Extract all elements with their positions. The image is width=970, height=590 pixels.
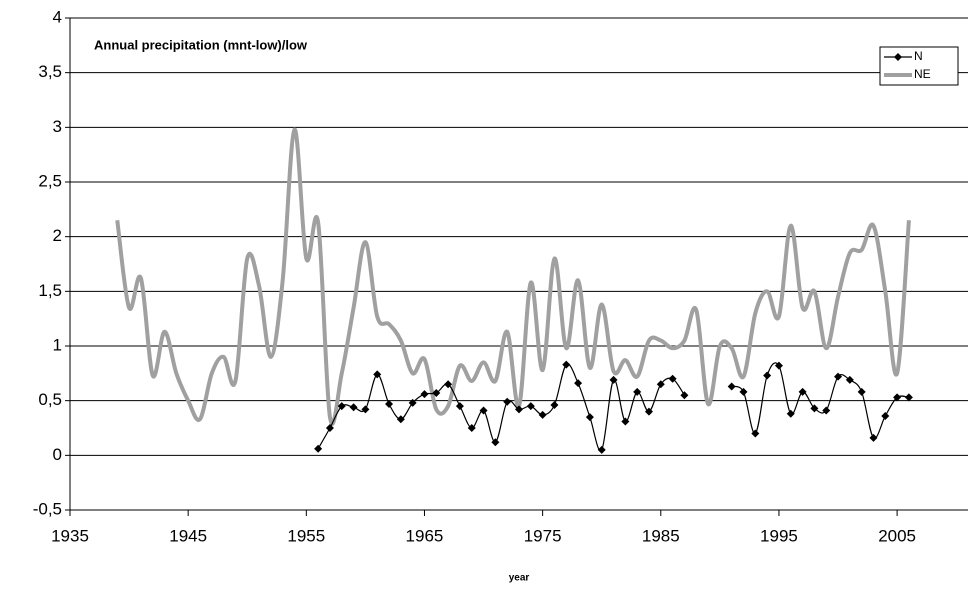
legend-box bbox=[879, 46, 959, 86]
data-point bbox=[479, 406, 488, 415]
data-point bbox=[538, 410, 547, 419]
y-tick-label: 2 bbox=[53, 226, 62, 245]
data-point bbox=[845, 375, 854, 384]
y-tick-label: 3 bbox=[53, 117, 62, 136]
data-point bbox=[550, 401, 559, 410]
series-line bbox=[115, 127, 911, 426]
data-point bbox=[656, 380, 665, 389]
data-point bbox=[455, 402, 464, 411]
data-point bbox=[314, 444, 323, 453]
legend-label: N bbox=[914, 49, 923, 63]
data-point bbox=[361, 405, 370, 414]
data-point bbox=[857, 387, 866, 396]
x-tick-label: 2005 bbox=[878, 526, 916, 545]
data-point bbox=[503, 397, 512, 406]
data-point bbox=[644, 407, 653, 416]
data-point bbox=[668, 374, 677, 383]
data-point bbox=[881, 411, 890, 420]
data-point bbox=[751, 429, 760, 438]
y-tick-label: 4 bbox=[53, 7, 62, 26]
x-tick-label: 1945 bbox=[169, 526, 207, 545]
data-point bbox=[822, 406, 831, 415]
x-tick-label: 1965 bbox=[406, 526, 444, 545]
data-point bbox=[432, 389, 441, 398]
y-tick-label: 3,5 bbox=[38, 62, 62, 81]
data-point bbox=[739, 387, 748, 396]
y-tick-label: 2,5 bbox=[38, 171, 62, 190]
data-point bbox=[727, 382, 736, 391]
x-tick-label: 1955 bbox=[287, 526, 325, 545]
chart-title: Annual precipitation (mnt-low)/low bbox=[94, 37, 308, 52]
data-point bbox=[526, 402, 535, 411]
legend-label: NE bbox=[914, 67, 931, 81]
data-point bbox=[869, 433, 878, 442]
data-point bbox=[786, 409, 795, 418]
legend-marker bbox=[894, 53, 902, 61]
series-line bbox=[731, 362, 909, 439]
x-tick-label: 1985 bbox=[642, 526, 680, 545]
data-point bbox=[337, 402, 346, 411]
y-tick-label: 0 bbox=[53, 445, 62, 464]
data-point bbox=[574, 379, 583, 388]
data-point bbox=[763, 371, 772, 380]
data-point bbox=[349, 403, 358, 412]
data-point bbox=[834, 372, 843, 381]
data-point bbox=[385, 399, 394, 408]
data-point bbox=[893, 393, 902, 402]
y-tick-label: 1 bbox=[53, 335, 62, 354]
data-point bbox=[621, 417, 630, 426]
x-tick-label: 1995 bbox=[760, 526, 798, 545]
data-point bbox=[491, 438, 500, 447]
data-point bbox=[774, 361, 783, 370]
data-point bbox=[396, 415, 405, 424]
x-tick-label: 1975 bbox=[524, 526, 562, 545]
data-point bbox=[562, 360, 571, 369]
y-tick-label: 0,5 bbox=[38, 390, 62, 409]
data-point bbox=[444, 380, 453, 389]
data-point bbox=[467, 424, 476, 432]
data-point bbox=[515, 405, 523, 414]
data-point bbox=[585, 413, 594, 422]
data-point bbox=[408, 398, 417, 407]
data-point bbox=[373, 370, 382, 379]
data-point bbox=[904, 393, 913, 402]
data-point bbox=[810, 404, 819, 413]
data-point bbox=[609, 375, 618, 384]
data-point bbox=[680, 391, 689, 400]
y-tick-label: -0,5 bbox=[33, 499, 62, 518]
data-point bbox=[597, 445, 606, 454]
x-axis-label: year bbox=[509, 573, 530, 584]
data-point bbox=[633, 387, 642, 396]
data-point bbox=[420, 390, 429, 399]
data-point bbox=[798, 387, 807, 396]
data-point bbox=[325, 424, 334, 432]
y-tick-label: 1,5 bbox=[38, 281, 62, 300]
x-tick-label: 1935 bbox=[51, 526, 89, 545]
